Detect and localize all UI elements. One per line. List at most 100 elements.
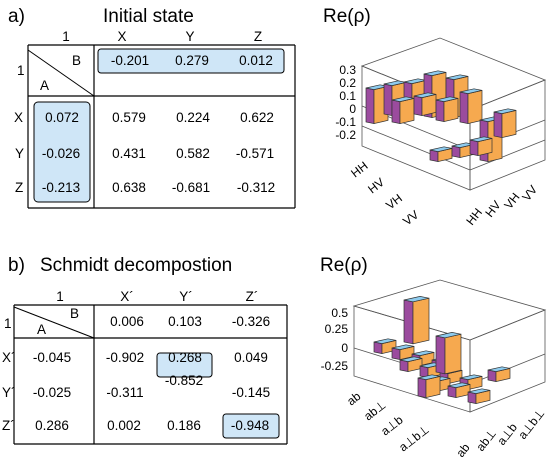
axis-b-z-tick: 0.25 <box>325 322 349 336</box>
table-a-cell: -0.681 <box>171 180 211 195</box>
bar-top-face <box>467 388 491 394</box>
bar-top-face <box>403 296 430 303</box>
panel-a-title: Initial state <box>103 6 194 27</box>
table-a-cell-col1: -0.026 <box>41 146 81 161</box>
bar-top-face <box>435 96 459 102</box>
table-a-cell: 0.431 <box>112 146 146 161</box>
bar-top-face <box>435 332 462 339</box>
table-a-cell: 0.579 <box>112 110 146 125</box>
panel-b-rho-label: Re(ρ) <box>320 255 368 276</box>
table-b-corner: 1 <box>56 289 64 304</box>
table-a-cell-col1: -0.213 <box>41 180 81 195</box>
bar-side-face <box>435 335 446 375</box>
table-a-cell: 0.638 <box>112 180 146 195</box>
table-a-cell: 0.224 <box>176 110 210 125</box>
axis-b-right-label: ab <box>453 440 472 459</box>
table-b-row-head: X´ <box>2 350 16 365</box>
bar-top-face <box>487 366 511 372</box>
table-a-corner-b: B <box>72 53 82 68</box>
bar-top-face <box>469 136 493 142</box>
table-a-row-head: Y <box>15 146 25 161</box>
bar-side-face <box>391 347 401 361</box>
table-b-cell: -0.311 <box>106 385 144 400</box>
axis-a-z-tick: -0.1 <box>335 115 356 129</box>
table-b-cell-col1: -0.045 <box>32 350 72 365</box>
table-a-cell: -0.571 <box>235 146 275 161</box>
bar-side-face <box>399 359 409 373</box>
table-b-cell: 0.002 <box>107 418 141 433</box>
axis-b-left-label: a⊥b <box>378 412 406 438</box>
table-a-cell: -0.312 <box>236 180 276 195</box>
table-a-col-head: Y <box>185 29 195 44</box>
axis-a-z-tick: 0.1 <box>339 89 356 103</box>
table-b-cell-col1: 0.286 <box>35 418 69 433</box>
bar-side-face <box>447 385 457 399</box>
bar-top-face <box>459 374 483 380</box>
panel-a-letter: a) <box>8 6 25 27</box>
table-b-cell: -0.852 <box>164 373 204 388</box>
bar-top-face <box>373 338 397 344</box>
table-a-cell-row1: 0.279 <box>175 53 209 68</box>
axis-b-right-label: a⊥b⊥ <box>515 406 547 442</box>
axis-a-z-tick: -0.2 <box>335 128 356 142</box>
bar-side-face <box>467 391 477 405</box>
axis-a-z-tick: 0.3 <box>339 63 356 77</box>
bar-top-face <box>423 70 447 76</box>
table-b-cell: 0.186 <box>167 418 201 433</box>
table-a-cell-row1: -0.201 <box>110 53 150 68</box>
table-a-col-head: X <box>117 29 127 44</box>
bar-top-face <box>417 374 441 380</box>
bar-side-face <box>417 377 427 399</box>
bar-front-face <box>425 375 441 399</box>
axis-b-left-label: ab <box>344 389 363 408</box>
table-b-col-head: Y´ <box>179 289 193 304</box>
table-a-cell-col1: 0.072 <box>45 110 79 125</box>
table-b-cell: -0.948 <box>230 418 270 433</box>
table-b-cell: -0.902 <box>105 350 145 365</box>
table-b-corner-a: A <box>37 322 47 337</box>
table-b-cell: -0.145 <box>231 385 271 400</box>
bar-top-face <box>459 88 483 94</box>
axis-b-z-tick: 0 <box>341 341 348 355</box>
table-b-col-head: X´ <box>120 289 134 304</box>
table-b-corner-b: B <box>70 306 80 321</box>
table-a-corner-a: A <box>40 78 50 93</box>
table-b-cell: 0.268 <box>168 350 202 365</box>
table-a-row-head: 1 <box>17 63 25 78</box>
table-a-cell: 0.582 <box>176 146 210 161</box>
table-a-cell: 0.622 <box>240 110 274 125</box>
table-b-row-head: 1 <box>4 316 12 331</box>
bar-top-face <box>447 382 471 388</box>
axis-a-z-tick: 0.2 <box>339 76 356 90</box>
bar-front-face <box>444 333 462 375</box>
table-b-row-head: Z´ <box>2 418 15 433</box>
panel-b-title: Schmidt decompostion <box>40 255 233 276</box>
axis-b-left-label: ab⊥ <box>361 398 388 424</box>
table-a-corner: 1 <box>62 29 70 44</box>
axis-a-z-tick: 0 <box>349 102 356 116</box>
table-b-cell: 0.049 <box>234 350 268 365</box>
bar-top-face <box>411 350 435 356</box>
table-b-row-head: Y´ <box>2 385 16 400</box>
bar-side-face <box>373 341 383 355</box>
table-a-col-head: Z <box>253 29 263 44</box>
axis-b-z-tick: 0.5 <box>331 306 348 320</box>
axis-b-z-tick: -0.25 <box>321 359 349 373</box>
bar-side-face <box>487 369 497 383</box>
table-b-cell-row1: 0.006 <box>110 314 144 329</box>
axis-b-left-label: a⊥b⊥ <box>396 422 432 454</box>
bar-front-face <box>412 297 430 345</box>
bar-side-face <box>403 299 414 345</box>
table-a-row-head: X <box>14 110 24 125</box>
table-b-col-head: Z´ <box>245 289 259 304</box>
table-b-cell-row1: 0.103 <box>168 314 202 329</box>
bar-top-face <box>399 356 423 362</box>
bar-top-face <box>493 108 517 114</box>
table-b-cell-row1: -0.326 <box>231 314 271 329</box>
panel-a-rho-label: Re(ρ) <box>323 6 371 27</box>
panel-b-letter: b) <box>8 255 25 276</box>
table-b-cell-col1: -0.025 <box>32 385 72 400</box>
